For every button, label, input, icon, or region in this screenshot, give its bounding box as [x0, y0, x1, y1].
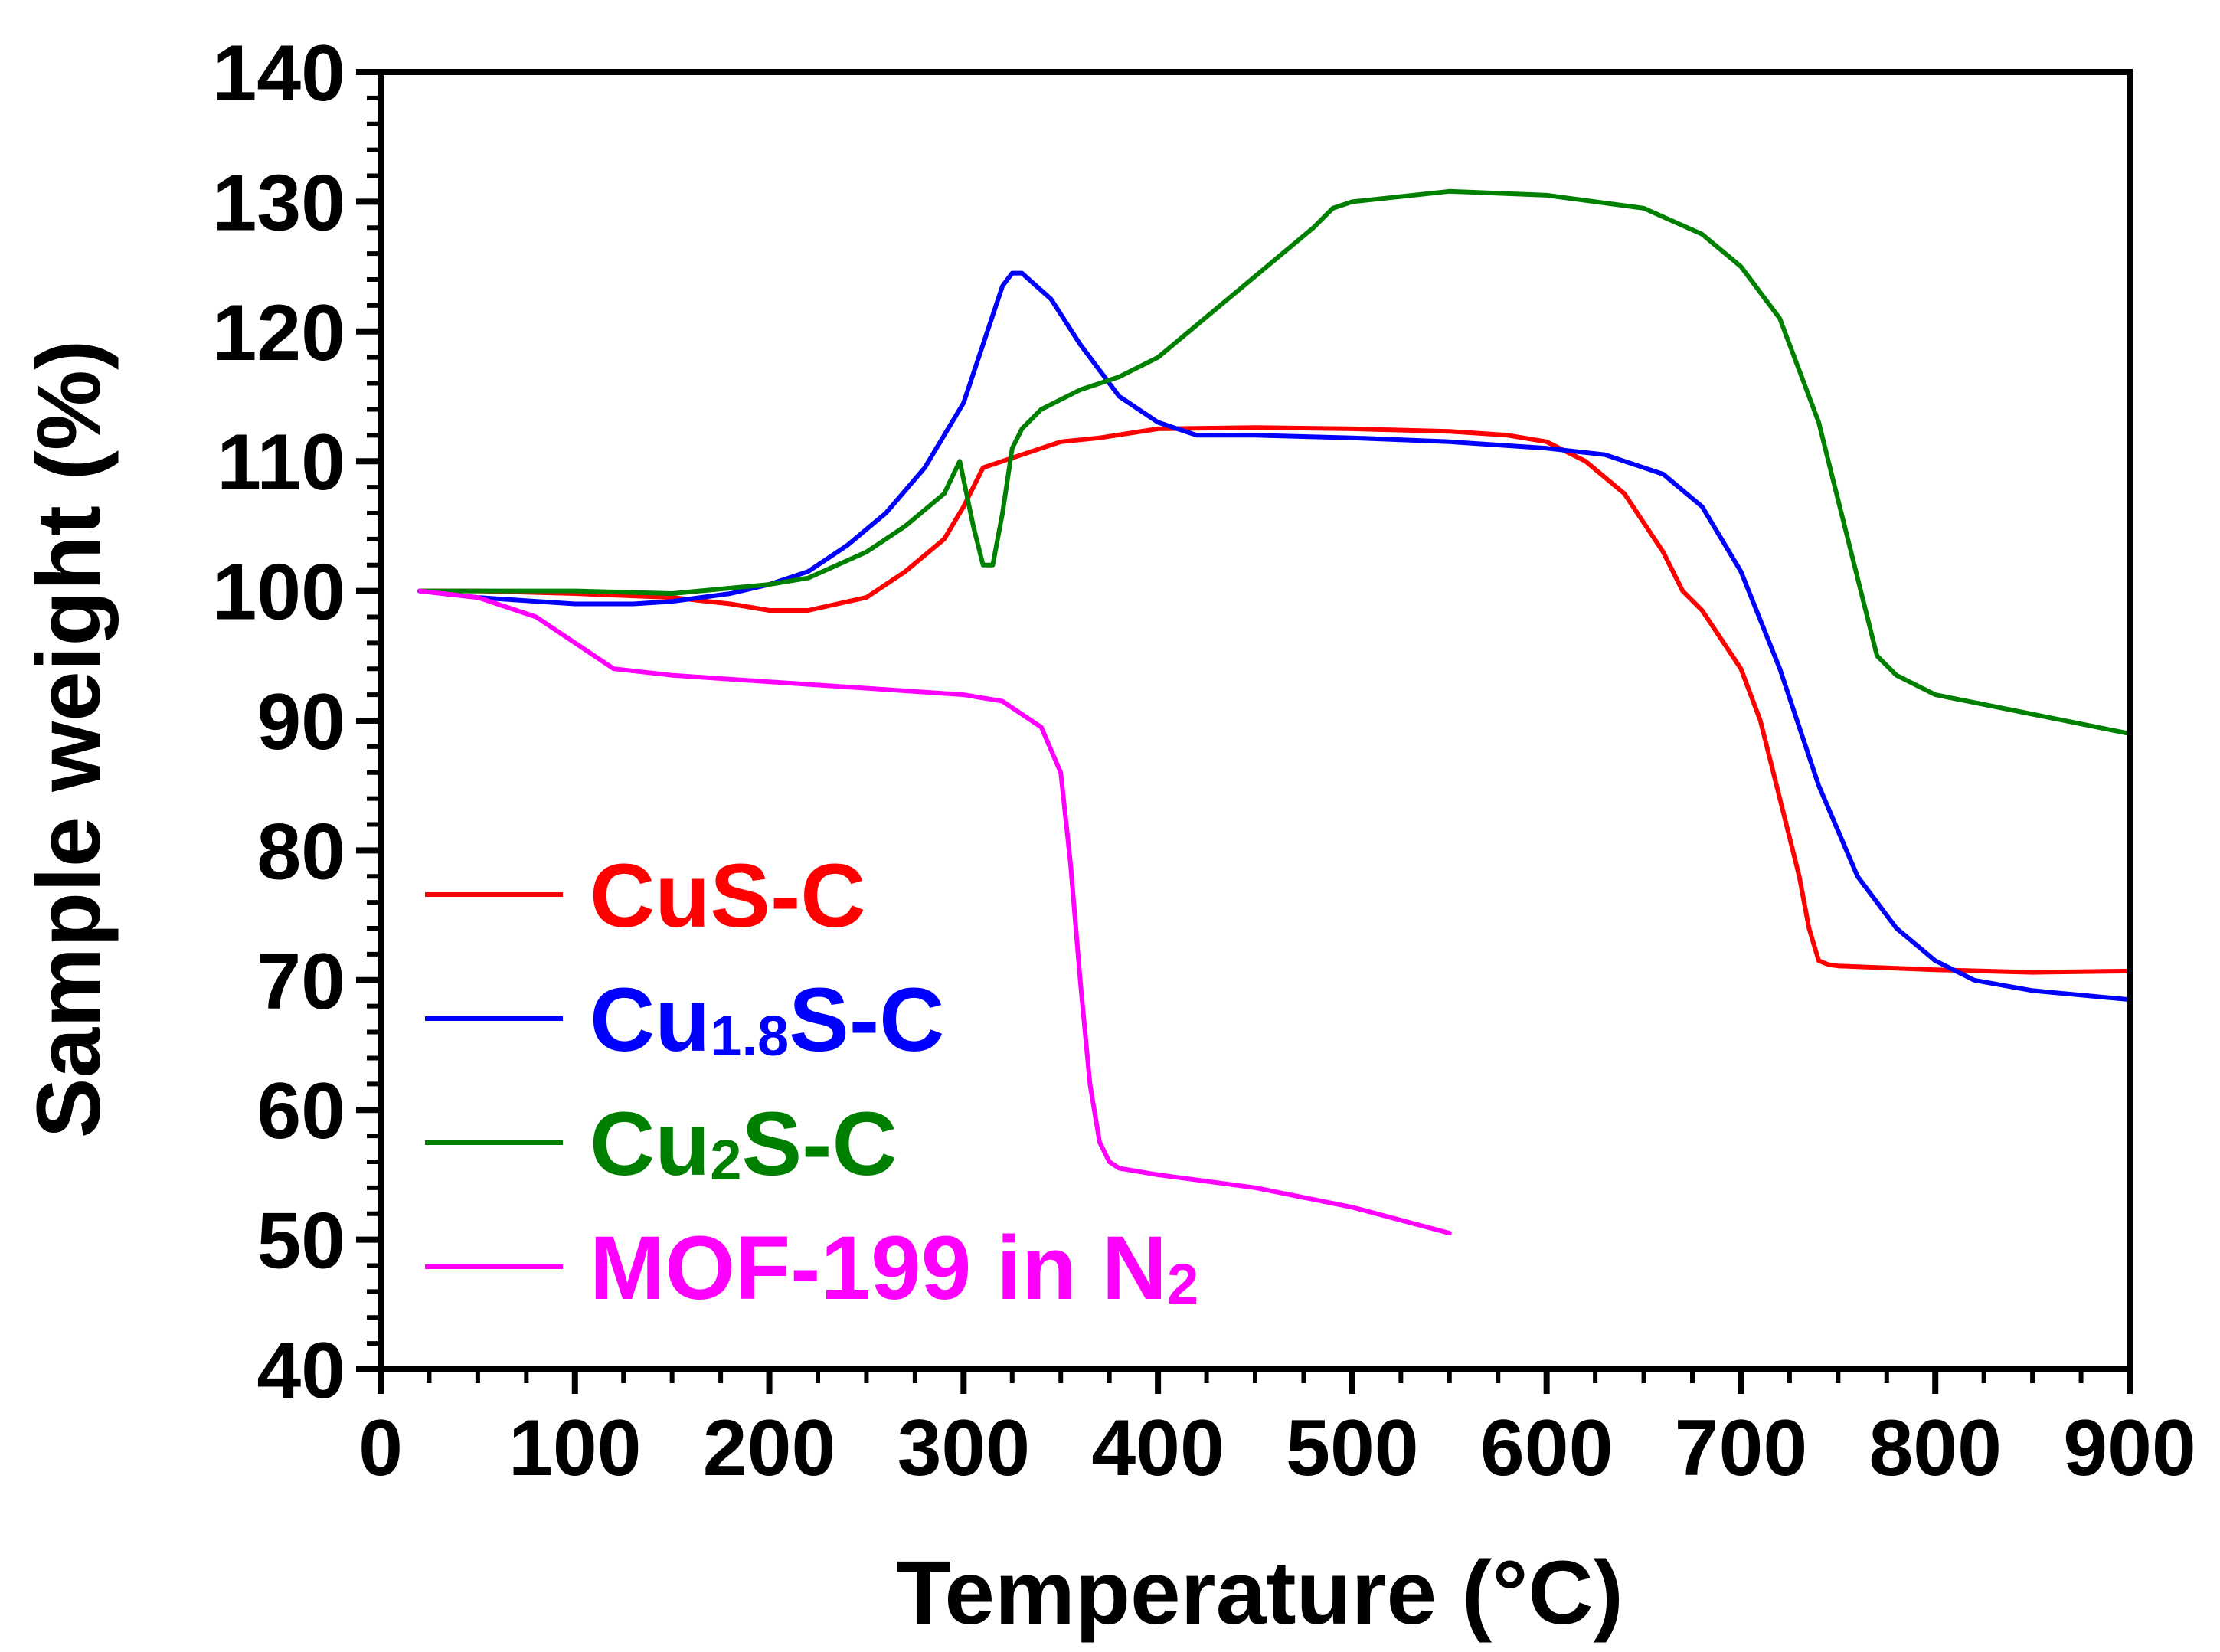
y-tick-label: 80 [257, 807, 345, 896]
y-tick-label: 90 [257, 678, 345, 767]
legend-label-2: Cu1.8S-C [590, 970, 944, 1071]
x-tick-label: 0 [358, 1404, 403, 1493]
legend-label-tail: S-C [789, 970, 944, 1071]
x-tick-label: 100 [508, 1404, 642, 1493]
legend-label-main: Cu [590, 970, 710, 1071]
y-tick-label: 70 [257, 937, 345, 1026]
tick-layer [356, 69, 2133, 1394]
legend-label-4: MOF-199 in N2 [590, 1218, 1198, 1319]
legend-label-1: CuS-C [590, 846, 866, 947]
y-tick-label: 60 [257, 1067, 345, 1156]
x-tick-label: 700 [1675, 1404, 1808, 1493]
x-tick-label: 200 [703, 1404, 836, 1493]
x-tick-label: 800 [1869, 1404, 2002, 1493]
y-tick-label: 120 [212, 289, 345, 378]
x-axis-title: Temperature (°C) [896, 1542, 1623, 1644]
y-tick-label: 100 [212, 548, 345, 637]
legend-label-main: CuS-C [590, 846, 866, 947]
x-tick-label: 300 [897, 1404, 1031, 1493]
x-tick-label: 400 [1091, 1404, 1224, 1493]
series-line-3 [417, 188, 2132, 736]
tick-label-layer: 0 100 200 300 400 500 600 700 800 900 40 50 60 70 80 90… [212, 29, 2195, 1493]
y-tick-label: 140 [212, 29, 345, 118]
legend-label-subscript: 1.8 [710, 1004, 789, 1068]
series-line-1 [417, 425, 2132, 975]
x-tick-label: 500 [1286, 1404, 1419, 1493]
legend-label-main: Cu [590, 1094, 710, 1195]
series-layer [417, 188, 2132, 1236]
legend-label-3: Cu2S-C [590, 1094, 897, 1195]
y-tick-label: 110 [217, 418, 345, 507]
x-tick-label: 600 [1480, 1404, 1614, 1493]
legend-label-tail: S-C [741, 1094, 897, 1195]
series-line-4 [417, 588, 1452, 1236]
legend-label-subscript: 2 [710, 1128, 741, 1192]
y-tick-label: 50 [257, 1197, 345, 1286]
legend-label-subscript: 2 [1167, 1252, 1198, 1316]
y-tick-label: 40 [257, 1327, 345, 1415]
legend-label-main: MOF-199 in N [590, 1218, 1167, 1319]
y-axis-title: Sample weight (%) [18, 340, 119, 1138]
x-tick-label: 900 [2063, 1404, 2196, 1493]
y-tick-label: 130 [212, 159, 345, 247]
